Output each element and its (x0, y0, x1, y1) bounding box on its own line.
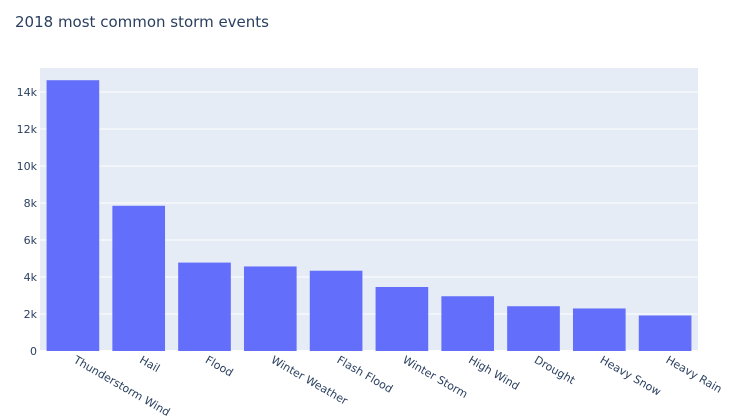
bar-heavy-snow[interactable] (572, 308, 626, 351)
y-tick-label: 2k (24, 308, 38, 321)
bar-flood[interactable] (178, 262, 231, 351)
chart-title: 2018 most common storm events (15, 13, 269, 31)
x-tick-label: Winter Storm (400, 353, 470, 401)
y-tick-label: 8k (24, 197, 38, 210)
x-tick-label: Flash Flood (335, 353, 395, 395)
x-tick-label: Drought (532, 353, 578, 387)
bar-hail[interactable] (112, 205, 166, 351)
x-tick-label: High Wind (466, 353, 521, 392)
y-tick-label: 14k (17, 86, 38, 99)
x-tick-label: Heavy Snow (598, 353, 663, 398)
bar-thunderstorm-wind[interactable] (46, 80, 100, 352)
bar-flash-flood[interactable] (309, 270, 363, 351)
bar-winter-storm[interactable] (375, 287, 429, 351)
bar-high-wind[interactable] (441, 296, 495, 351)
x-tick-label: Hail (137, 353, 162, 375)
x-tick-label: Heavy Rain (664, 353, 725, 396)
bar-heavy-rain[interactable] (638, 315, 692, 351)
bar-winter-weather[interactable] (243, 266, 297, 351)
bar-drought[interactable] (507, 306, 560, 351)
x-tick-label: Flood (203, 353, 235, 379)
y-tick-label: 10k (17, 160, 38, 173)
y-tick-label: 4k (24, 271, 38, 284)
bars (46, 80, 692, 352)
y-tick-label: 12k (17, 123, 38, 136)
y-axis-ticks: 0 2k 4k 6k 8k 10k 12k 14k (17, 86, 38, 358)
y-tick-label: 0 (30, 345, 37, 358)
y-tick-label: 6k (24, 234, 38, 247)
